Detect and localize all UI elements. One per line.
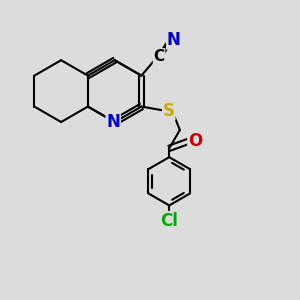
Text: N: N — [106, 113, 120, 131]
Text: C: C — [154, 49, 165, 64]
Text: N: N — [167, 31, 181, 49]
Text: O: O — [188, 132, 202, 150]
Text: Cl: Cl — [160, 212, 178, 230]
Text: S: S — [163, 102, 175, 120]
